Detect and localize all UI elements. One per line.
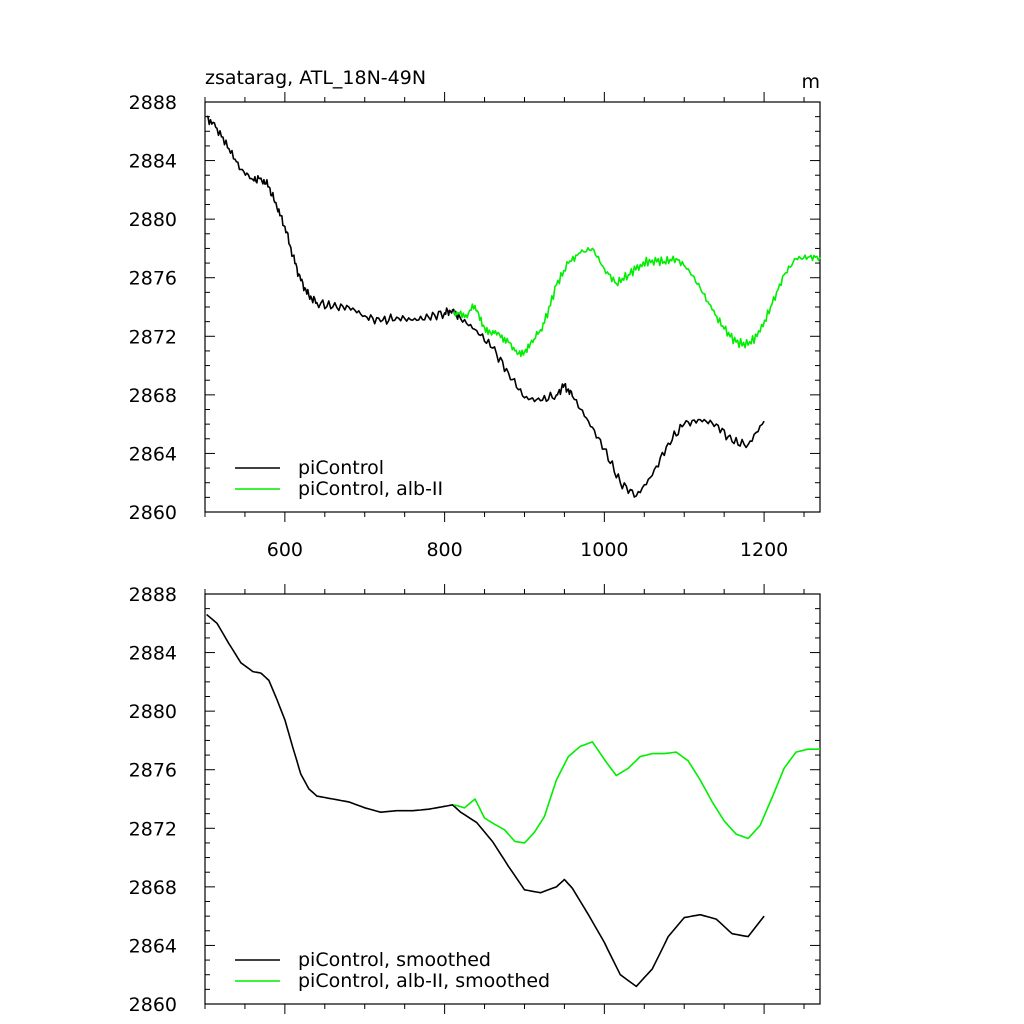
top-ytick-label: 2872: [129, 326, 177, 348]
top-ytick-label: 2876: [129, 268, 177, 290]
bottom-ytick-label: 2860: [129, 994, 177, 1016]
bottom-series-line-picontrol: [206, 613, 765, 988]
top-legend-label: piControl, alb-II: [298, 478, 443, 500]
bottom-ytick-label: 2868: [129, 877, 177, 899]
top-xtick-label: 1200: [740, 539, 788, 561]
bottom-ytick-label: 2872: [129, 818, 177, 840]
top-xtick-label: 800: [426, 539, 462, 561]
bottom-ytick-label: 2888: [129, 584, 177, 606]
bottom-plot-frame: [204, 593, 821, 1005]
bottom-ytick-label: 2876: [129, 760, 177, 782]
bottom-ytick-label: 2880: [129, 701, 177, 723]
bottom-legend-label: piControl, smoothed: [298, 949, 491, 971]
top-ytick-label: 2884: [129, 151, 177, 173]
bottom-series-line-alb-ii: [453, 741, 820, 844]
bottom-ytick-label: 2864: [129, 935, 177, 957]
top-xtick-label: 1000: [580, 539, 628, 561]
bottom-panel: 2860 2864 2868 2872 2876 2880 2884 2888 piContro…: [129, 584, 821, 1016]
bottom-ytick-label: 2884: [129, 643, 177, 665]
top-ytick-label: 2864: [129, 443, 177, 465]
top-panel-units: m: [801, 71, 820, 93]
top-series-line-picontrol: [206, 115, 765, 498]
top-series-line-alb-ii: [453, 247, 821, 358]
top-ytick-label: 2880: [129, 209, 177, 231]
top-legend-label: piControl: [298, 457, 384, 479]
top-panel: zsatarag, ATL_18N-49N m 2860 2864 2868 2872…: [129, 67, 821, 561]
top-panel-title: zsatarag, ATL_18N-49N: [205, 67, 426, 89]
bottom-legend-label: piControl, alb-II, smoothed: [298, 970, 550, 992]
top-ytick-label: 2888: [129, 92, 177, 114]
top-ytick-label: 2868: [129, 385, 177, 407]
top-xtick-label: 600: [267, 539, 303, 561]
top-ytick-label: 2860: [129, 502, 177, 524]
top-plot-frame: [204, 101, 821, 513]
